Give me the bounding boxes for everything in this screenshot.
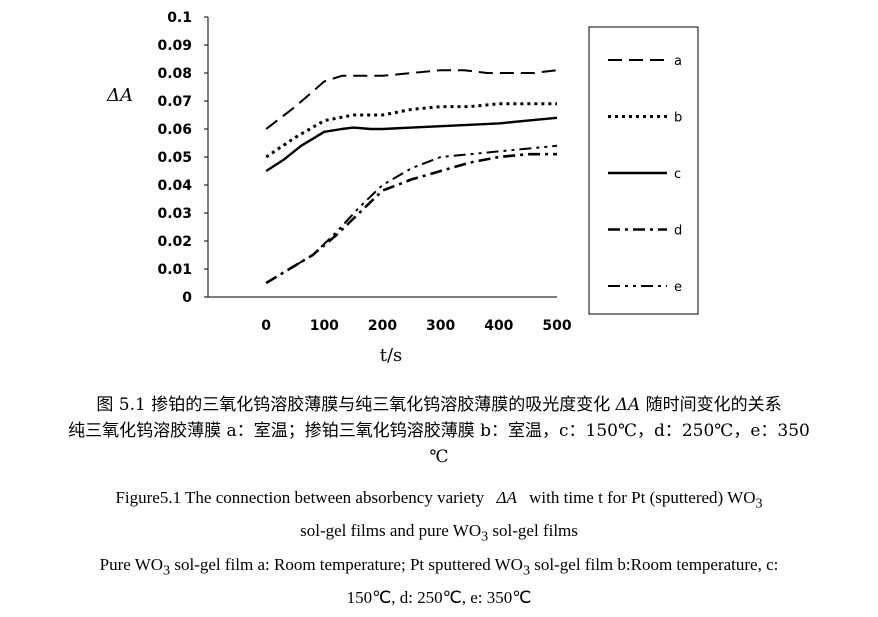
x-tick-label: 200	[368, 318, 397, 334]
caption-cn-line3: ℃	[429, 447, 449, 467]
chart-axes: 0 0.01 0.02 0.03 0.04 0.05 0.06 0.07 0.08 0.09 0.1…	[106, 10, 572, 366]
y-tick-label: 0.09	[157, 38, 192, 54]
y-tick-label: 0.1	[167, 10, 192, 26]
y-tick-label: 0.03	[157, 206, 192, 222]
legend-label-a: a	[674, 54, 682, 69]
x-tick-label: 100	[310, 318, 339, 334]
delta-a-symbol: ΔA	[496, 488, 517, 507]
y-tick-label: 0	[182, 290, 192, 306]
y-tick-label: 0.08	[157, 66, 192, 82]
series-line-c	[265, 116, 558, 173]
subscript: 3	[163, 562, 171, 579]
x-tick-label: 400	[484, 318, 513, 334]
caption-en-text: sol-gel films	[488, 521, 578, 541]
caption-en-line4: 150℃, d: 250℃, e: 350℃	[346, 588, 532, 608]
caption-en-line1: Figure5.1 The connection between absorbe…	[0, 484, 878, 517]
x-tick-label: 300	[426, 318, 455, 334]
chart-series	[265, 69, 558, 285]
caption-en-text: Figure5.1 The connection between absorbe…	[115, 488, 485, 507]
caption-cn-text: 随时间变化的关系	[645, 395, 782, 415]
legend-label-e: e	[674, 280, 682, 295]
caption-cn-text: 图 5.1 掺铂的三氧化钨溶胶薄膜与纯三氧化钨溶胶薄膜的吸光度变化	[96, 395, 611, 415]
x-axis-title: t/s	[380, 345, 403, 366]
y-tick-label: 0.06	[157, 122, 192, 138]
subscript: 3	[481, 528, 489, 545]
y-axis-title: ΔA	[106, 85, 133, 106]
y-tick-label: 0.01	[157, 262, 192, 278]
caption-en: Figure5.1 The connection between absorbe…	[0, 484, 878, 612]
y-tick-label: 0.07	[157, 94, 192, 110]
series-line-d	[265, 152, 557, 285]
caption-en-text: sol-gel film a: Room temperature; Pt spu…	[170, 554, 523, 574]
caption-en-text: Pure WO	[99, 554, 164, 574]
caption-en-line2: sol-gel films and pure WO3 sol-gel films	[0, 517, 878, 550]
x-tick-label: 500	[542, 318, 571, 334]
chart-legend: a b c d e	[588, 26, 699, 315]
caption-cn-line2: 纯三氧化钨溶胶薄膜 a：室温；掺铂三氧化钨溶胶薄膜 b：室温，c：150℃，d：…	[68, 421, 810, 441]
subscript: 3	[522, 562, 531, 579]
y-tick-label: 0.02	[157, 234, 192, 250]
series-line-b	[265, 102, 557, 159]
legend-label-c: c	[674, 167, 681, 182]
subscript: 3	[755, 495, 763, 512]
legend-box	[588, 26, 699, 315]
caption-en-line3: Pure WO3 sol-gel film a: Room temperatur…	[0, 551, 878, 584]
series-line-a	[265, 69, 558, 130]
caption-cn-line1: 图 5.1 掺铂的三氧化钨溶胶薄膜与纯三氧化钨溶胶薄膜的吸光度变化 ΔA 随时间…	[0, 392, 878, 418]
caption-cn: 图 5.1 掺铂的三氧化钨溶胶薄膜与纯三氧化钨溶胶薄膜的吸光度变化 ΔA 随时间…	[0, 392, 878, 470]
legend-label-b: b	[674, 111, 682, 126]
y-tick-label: 0.04	[157, 178, 192, 194]
line-chart: 0 0.01 0.02 0.03 0.04 0.05 0.06 0.07 0.08 0.09 0.1…	[106, 10, 699, 366]
delta-a-symbol: ΔA	[615, 395, 641, 415]
legend-label-d: d	[674, 224, 682, 239]
caption-en-text: sol-gel film b:Room temperature, c:	[530, 554, 779, 574]
caption-en-text: with time t for Pt (sputtered) WO	[529, 488, 756, 507]
x-tick-label: 0	[261, 318, 271, 334]
y-tick-label: 0.05	[157, 150, 192, 166]
series-line-e	[265, 144, 558, 284]
caption-en-text: sol-gel films and pure WO	[300, 521, 482, 541]
